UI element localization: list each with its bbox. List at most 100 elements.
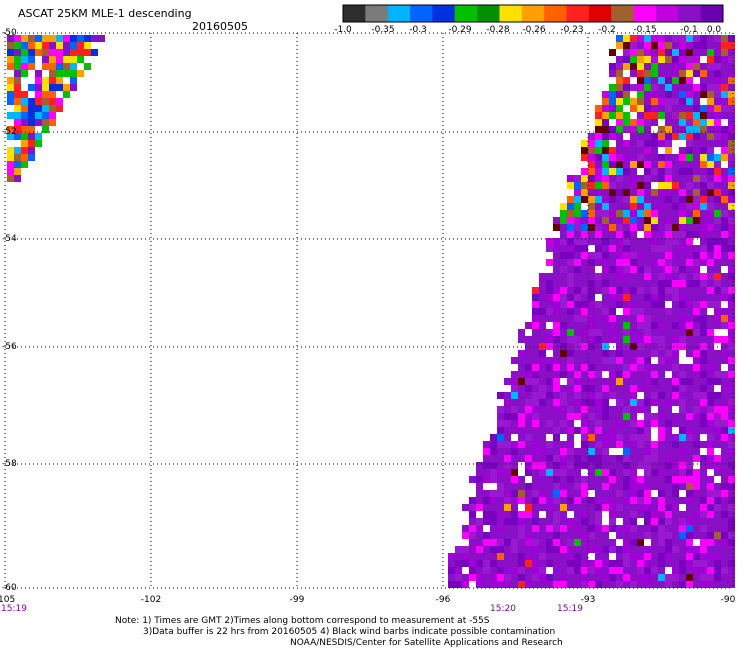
swath-cell	[588, 231, 595, 238]
swath-cell	[714, 315, 721, 322]
swath-cell	[595, 119, 602, 126]
swath-cell	[623, 315, 630, 322]
swath-cell	[616, 329, 623, 336]
swath-cell	[539, 322, 546, 329]
swath-cell	[28, 133, 35, 140]
swath-cell	[546, 315, 553, 322]
swath-cell	[651, 133, 658, 140]
swath-cell	[721, 350, 728, 357]
swath-cell	[651, 231, 658, 238]
swath-cell	[679, 343, 686, 350]
swath-cell	[546, 273, 553, 280]
swath-cell	[609, 133, 616, 140]
swath-cell	[469, 518, 476, 525]
swath-cell	[637, 35, 644, 42]
swath-cell	[693, 539, 700, 546]
swath-cell	[525, 378, 532, 385]
swath-cell	[665, 406, 672, 413]
swath-cell	[714, 448, 721, 455]
swath-cell	[567, 350, 574, 357]
swath-cell	[609, 504, 616, 511]
swath-cell	[686, 84, 693, 91]
swath-cell	[714, 476, 721, 483]
swath-cell	[532, 518, 539, 525]
swath-cell	[553, 539, 560, 546]
swath-cell	[588, 147, 595, 154]
swath-cell	[77, 70, 84, 77]
swath-cell	[665, 518, 672, 525]
swath-cell	[700, 336, 707, 343]
swath-cell	[700, 210, 707, 217]
swath-cell	[700, 133, 707, 140]
swath-cell	[616, 266, 623, 273]
colorbar-swatch	[678, 5, 702, 22]
swath-cell	[721, 77, 728, 84]
swath-cell	[637, 525, 644, 532]
swath-cell	[700, 420, 707, 427]
swath-cell	[532, 336, 539, 343]
swath-cell	[651, 315, 658, 322]
swath-cell	[609, 238, 616, 245]
swath-cell	[518, 553, 525, 560]
swath-cell	[672, 385, 679, 392]
swath-cell	[700, 476, 707, 483]
swath-cell	[35, 56, 42, 63]
swath-cell	[525, 511, 532, 518]
swath-cell	[497, 455, 504, 462]
swath-cell	[560, 546, 567, 553]
swath-cell	[511, 532, 518, 539]
swath-cell	[714, 532, 721, 539]
swath-cell	[616, 259, 623, 266]
swath-cell	[532, 385, 539, 392]
swath-cell	[595, 378, 602, 385]
swath-cell	[602, 581, 609, 588]
swath-cell	[679, 168, 686, 175]
swath-cell	[588, 280, 595, 287]
swath-cell	[567, 483, 574, 490]
swath-cell	[644, 392, 651, 399]
swath-cell	[609, 112, 616, 119]
swath-cell	[679, 105, 686, 112]
swath-cell	[728, 434, 735, 441]
swath-cell	[560, 539, 567, 546]
swath-cell	[651, 364, 658, 371]
swath-cell	[700, 553, 707, 560]
swath-cell	[518, 392, 525, 399]
swath-cell	[581, 322, 588, 329]
swath-cell	[567, 336, 574, 343]
swath-cell	[700, 518, 707, 525]
swath-cell	[497, 483, 504, 490]
swath-cell	[651, 301, 658, 308]
swath-cell	[462, 518, 469, 525]
swath-cell	[532, 392, 539, 399]
swath-cell	[693, 525, 700, 532]
swath-cell	[721, 133, 728, 140]
swath-cell	[707, 434, 714, 441]
swath-cell	[679, 420, 686, 427]
swath-cell	[609, 364, 616, 371]
swath-cell	[686, 378, 693, 385]
swath-cell	[581, 308, 588, 315]
swath-cell	[644, 455, 651, 462]
swath-cell	[539, 497, 546, 504]
swath-cell	[644, 203, 651, 210]
swath-cell	[567, 364, 574, 371]
swath-cell	[588, 574, 595, 581]
swath-cell	[497, 539, 504, 546]
swath-cell	[665, 112, 672, 119]
swath-cell	[679, 49, 686, 56]
swath-cell	[525, 392, 532, 399]
swath-cell	[511, 560, 518, 567]
swath-cell	[609, 224, 616, 231]
swath-cell	[539, 518, 546, 525]
swath-cell	[539, 371, 546, 378]
swath-cell	[714, 252, 721, 259]
swath-cell	[721, 497, 728, 504]
swath-cell	[595, 105, 602, 112]
swath-cell	[63, 91, 70, 98]
swath-cell	[637, 126, 644, 133]
swath-cell	[21, 70, 28, 77]
swath-cell	[588, 469, 595, 476]
swath-cell	[483, 581, 490, 588]
swath-cell	[714, 35, 721, 42]
